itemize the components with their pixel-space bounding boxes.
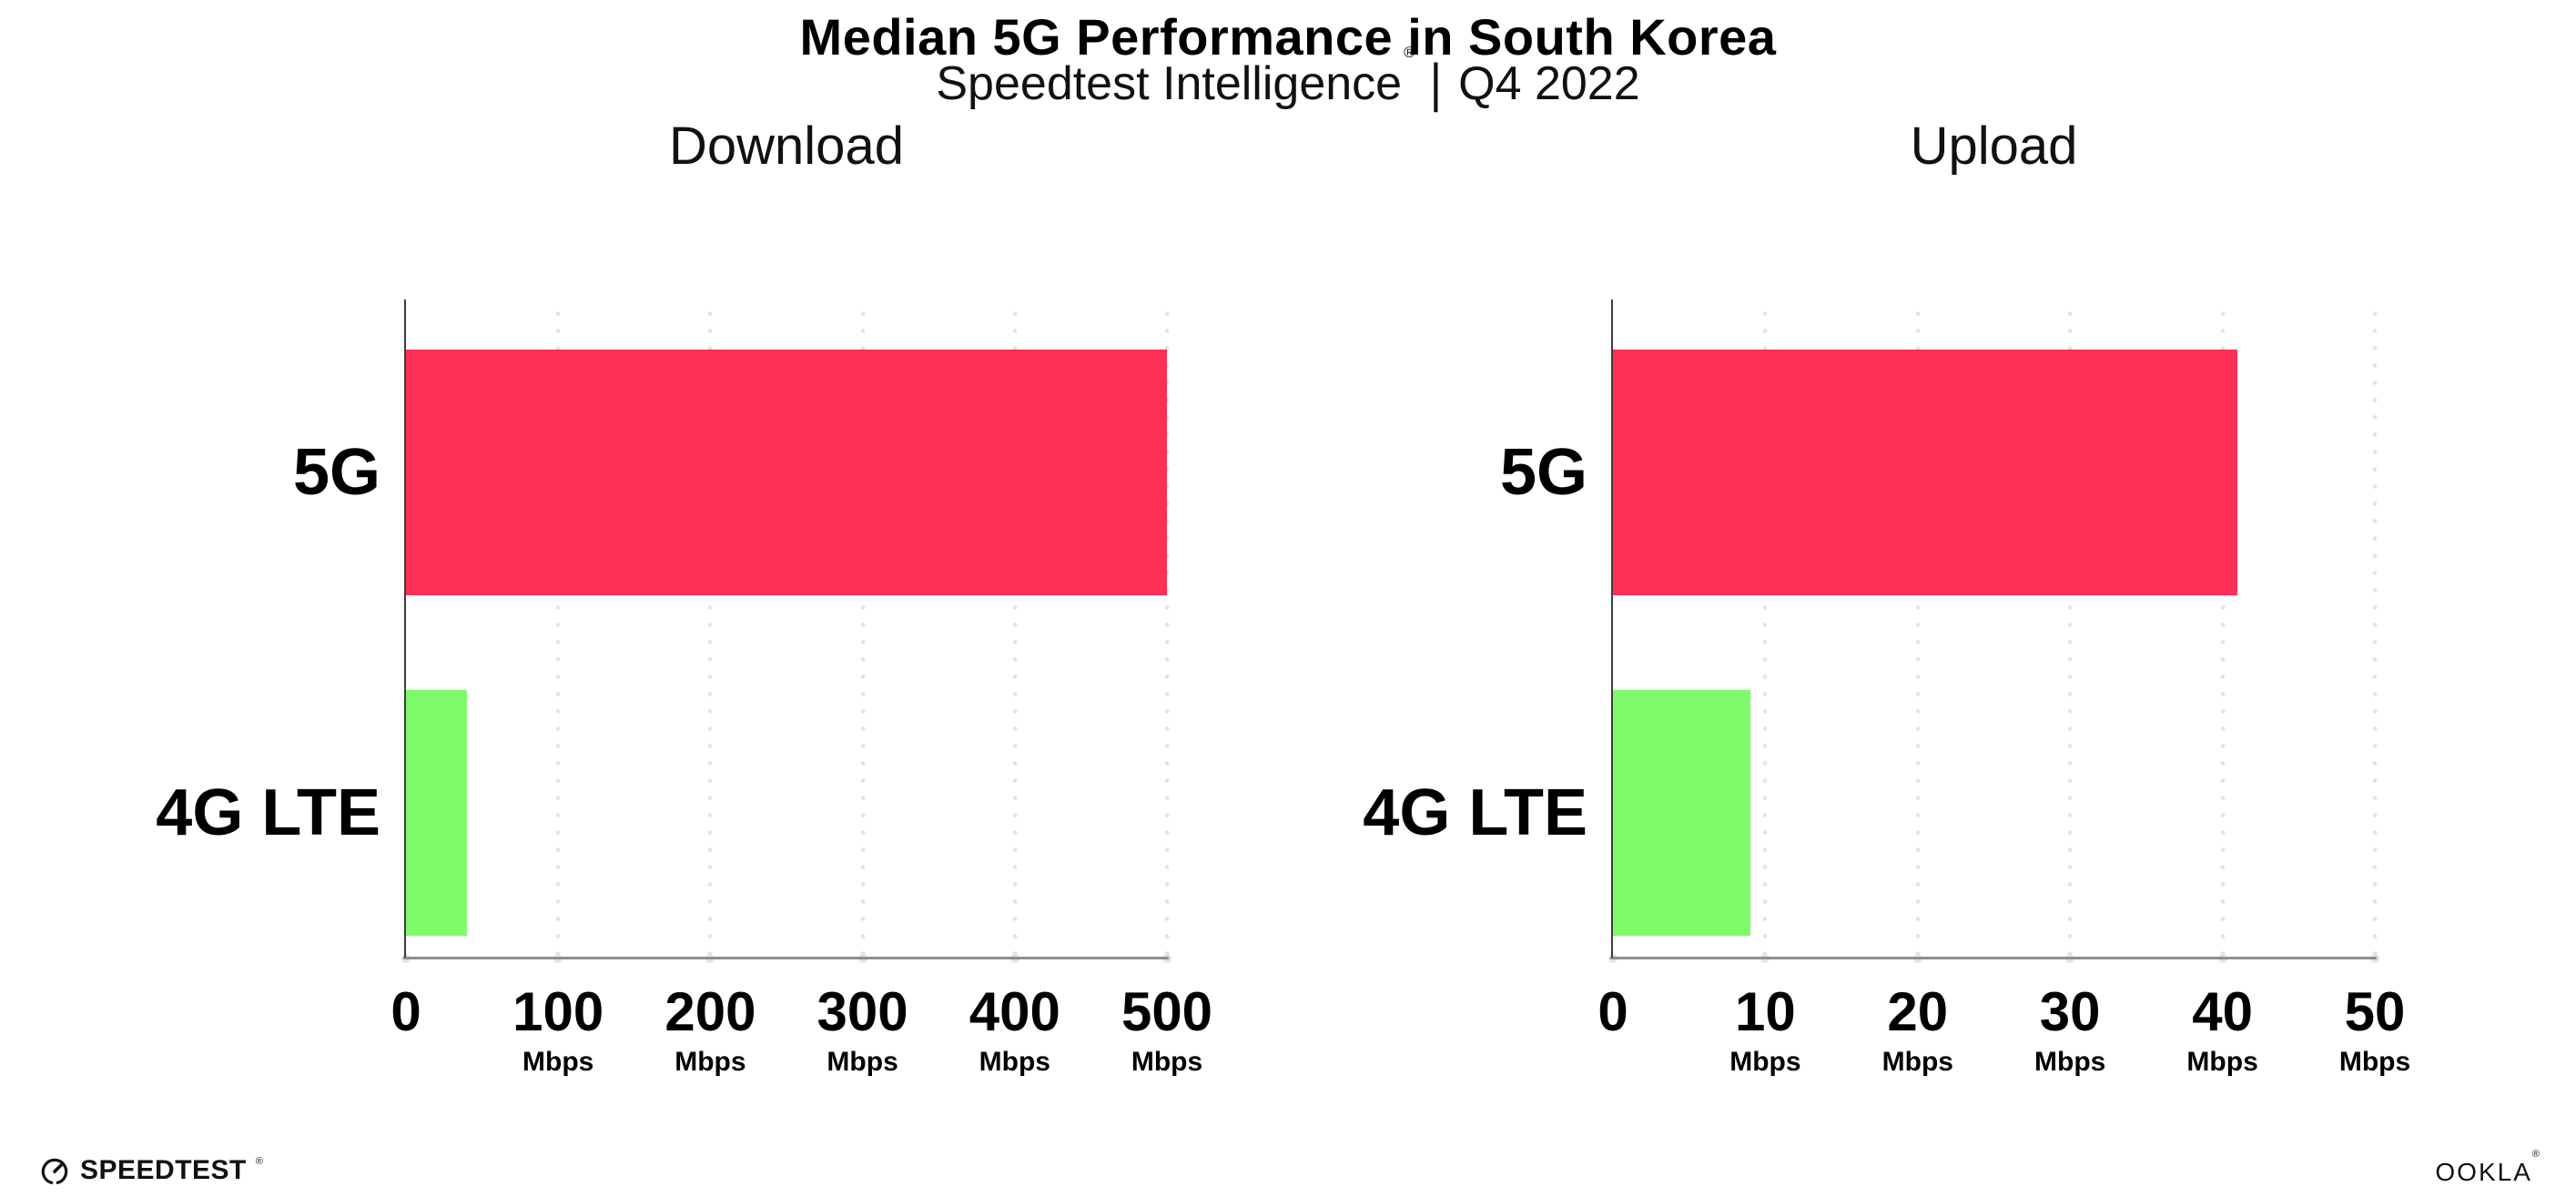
x-tick-label: 20 Mbps <box>1882 985 1953 1076</box>
x-tick-label: 400 Mbps <box>969 985 1060 1076</box>
tick-number: 20 <box>1887 981 1949 1042</box>
tick-unit: Mbps <box>2186 1047 2258 1077</box>
gridline <box>1762 305 1768 958</box>
gridline <box>555 305 561 958</box>
tick-unit: Mbps <box>674 1047 746 1077</box>
tick-number: 500 <box>1121 981 1213 1042</box>
subtitle-product: Speedtest Intelligence <box>936 57 1403 110</box>
category-label-5g: 5G <box>292 436 380 509</box>
tick-number: 50 <box>2344 981 2406 1042</box>
x-tick-label: 50 Mbps <box>2339 985 2410 1076</box>
registered-trademark-mark: ® <box>2531 1149 2540 1160</box>
gridline <box>2067 305 2073 958</box>
category-label-5g: 5G <box>1499 436 1587 509</box>
chart-panel-download: Download 0 100 Mbps 200 Mbps 300 Mbps 400 Mbps 50… <box>156 117 1212 1076</box>
gridline <box>1012 305 1018 958</box>
plot-area: 0 100 Mbps 200 Mbps 300 Mbps 400 Mbps 500 Mbps <box>390 299 1212 1076</box>
category-label-4g-lte: 4G LTE <box>1363 776 1587 849</box>
tick-number: 10 <box>1735 981 1796 1042</box>
gridline <box>860 305 866 958</box>
tick-unit: Mbps <box>1729 1047 1801 1077</box>
gridline <box>2220 305 2226 958</box>
ookla-wordmark: OOKLA <box>2435 1158 2532 1186</box>
tick-number: 200 <box>664 981 756 1042</box>
tick-number: 300 <box>816 981 908 1042</box>
tick-unit: Mbps <box>827 1047 898 1077</box>
x-tick-label: 100 Mbps <box>512 985 603 1076</box>
tick-number: 0 <box>390 981 421 1042</box>
speedtest-gauge-icon <box>41 1158 68 1184</box>
y-axis-line <box>404 299 406 958</box>
bar-4g-lte <box>1613 690 1750 936</box>
gridline <box>1915 305 1921 958</box>
tick-number: 100 <box>512 981 604 1042</box>
x-tick-label: 10 Mbps <box>1729 985 1800 1076</box>
subtitle-period: Q4 2022 <box>1458 57 1640 110</box>
x-axis-line <box>403 957 1169 959</box>
subtitle-separator: | <box>1429 54 1443 114</box>
tick-number: 400 <box>969 981 1060 1042</box>
gridline <box>1164 305 1170 958</box>
y-axis-line <box>1611 299 1613 958</box>
category-label-4g-lte: 4G LTE <box>156 776 380 849</box>
bar-5g <box>406 350 1167 595</box>
page-subtitle: Speedtest Intelligence® | Q4 2022 <box>0 44 2576 114</box>
x-tick-label: 0 <box>1597 985 1628 1040</box>
x-tick-label: 500 Mbps <box>1121 985 1212 1076</box>
tick-number: 40 <box>2192 981 2253 1042</box>
gridline <box>707 305 713 958</box>
registered-trademark-mark: ® <box>255 1156 263 1167</box>
x-tick-label: 0 <box>390 985 421 1040</box>
x-tick-label: 40 Mbps <box>2186 985 2257 1076</box>
x-tick-label: 30 Mbps <box>2034 985 2105 1076</box>
tick-unit: Mbps <box>979 1047 1050 1077</box>
ookla-logo: OOKLA ® <box>2435 1149 2540 1187</box>
x-tick-label: 200 Mbps <box>664 985 756 1076</box>
tick-number: 0 <box>1597 981 1628 1042</box>
registered-trademark-mark: ® <box>1404 43 1415 61</box>
speedtest-wordmark: SPEEDTEST <box>80 1155 247 1185</box>
bar-4g-lte <box>406 690 467 936</box>
tick-unit: Mbps <box>2034 1047 2106 1077</box>
gridline <box>2372 305 2378 958</box>
chart-title: Upload <box>1910 117 2078 176</box>
speedtest-logo: SPEEDTEST ® <box>38 1154 263 1187</box>
chart-panel-upload: Upload 0 10 Mbps 20 Mbps 30 Mbps 40 Mbps 50 Mbps 5… <box>1363 117 2410 1076</box>
plot-area: 0 10 Mbps 20 Mbps 30 Mbps 40 Mbps 50 Mbps <box>1597 299 2410 1076</box>
x-tick-label: 300 Mbps <box>817 985 908 1076</box>
tick-number: 30 <box>2039 981 2101 1042</box>
chart-title: Download <box>669 117 904 176</box>
page-title: Median 5G Performance in South Korea <box>799 8 1777 66</box>
tick-unit: Mbps <box>1131 1047 1203 1077</box>
bar-5g <box>1613 350 2238 595</box>
x-axis-line <box>1610 957 2377 959</box>
tick-unit: Mbps <box>2338 1047 2411 1077</box>
tick-unit: Mbps <box>522 1047 594 1077</box>
tick-unit: Mbps <box>1881 1047 1953 1077</box>
